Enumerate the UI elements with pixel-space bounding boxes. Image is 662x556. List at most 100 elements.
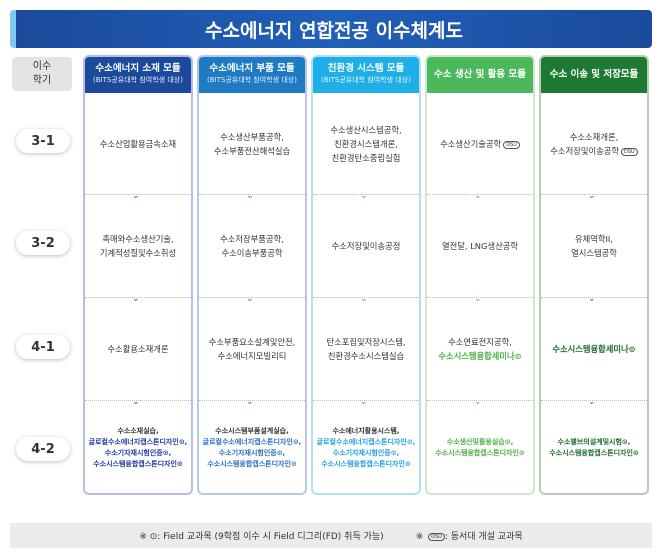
course-text: 수소부품요소설계및안전, [208, 336, 296, 347]
course-cell: 수소밸브의설계및시험⊙, 수소시스템융합캡스톤디자인⊙ [541, 400, 647, 495]
module-subtitle: (BITS공유대학 참여학생 대상) [93, 76, 183, 84]
course-name: 수소생산부품공학, [220, 130, 284, 144]
course-text: 수소생산기술공학 [440, 139, 502, 149]
course-text: 열시스템공학 [571, 247, 617, 258]
chevron-down-icon: ⌄ [246, 397, 254, 407]
course-name: 수소활용소재개론 [107, 342, 168, 356]
course-text: 수소생산시스템공학, [330, 125, 402, 135]
course-text: 수소저장및이송공학 [550, 146, 619, 156]
course-text: 친환경탄소중립실험 [331, 153, 401, 163]
chevron-down-icon: ⌄ [588, 397, 596, 407]
row-divider [313, 194, 419, 195]
chevron-down-icon: ⌄ [246, 294, 254, 304]
course-text: 친환경시스템개론, [334, 139, 398, 149]
module-title: 친환경 시스템 모듈 [327, 63, 405, 74]
chevron-down-icon: ⌄ [360, 191, 368, 201]
chevron-down-icon: ⌄ [474, 397, 482, 407]
course-text: 유체역학II, [574, 233, 614, 244]
course-text: 수소시스템융합캡스톤디자인⊙ [549, 448, 639, 457]
row-divider [85, 297, 191, 298]
course-name: 수소기자재시험인증⊙, [219, 448, 285, 459]
course-name: 친환경수소시스템실습 [328, 349, 404, 363]
module-title: 수소 생산 및 활용 모듈 [434, 69, 526, 80]
course-name: 열전달, LNG생산공학 [442, 239, 518, 253]
course-text: 글로컬수소에너지캡스톤디자인⊙, [202, 437, 302, 446]
course-text: 수소저장및이송공정 [331, 240, 401, 251]
course-text: 탄소포집및저장시스템, [326, 336, 406, 347]
course-text: 열전달, LNG생산공학 [442, 240, 518, 251]
course-text: 촉매와수소생산기술, [102, 233, 174, 244]
course-text: 수소밸브의설계및시험⊙, [557, 437, 631, 446]
module-column: 수소에너지 부품 모듈 (BITS공유대학 참여학생 대상) 수소생산부품공학, 수소… [197, 55, 307, 495]
course-text: 수소소재개론, [569, 132, 619, 142]
course-cell: 수소활용소재개론 [85, 297, 191, 400]
course-text: 수소생산부품공학, [220, 132, 284, 142]
chevron-down-icon: ⌄ [474, 294, 482, 304]
module-title: 수소 이송 및 저장모듈 [549, 69, 639, 80]
course-text: 수소시스템부품설계실습, [215, 426, 289, 435]
chevron-down-icon: ⌄ [132, 191, 140, 201]
course-text: 수소활용소재개론 [107, 343, 169, 354]
course-text: 친환경수소시스템실습 [327, 350, 405, 361]
course-cell: 수소저장부품공학, 수소이송부품공학 [199, 194, 305, 297]
course-name: 수소소재실습, [117, 426, 158, 437]
course-text: 수소기자재시험인증⊙, [332, 448, 400, 457]
dsu-legend: ※ DSU: 동서대 개설 교과목 [416, 529, 523, 542]
course-text: 기계적성질및수소취성 [99, 247, 177, 258]
course-name: 수소소재개론, [570, 130, 618, 144]
row-divider [199, 194, 305, 195]
course-cell: 수소시스템부품설계실습, 글로컬수소에너지캡스톤디자인⊙, 수소기자재시험인증⊙, 수… [199, 400, 305, 495]
course-text: 수소기자재시험인증⊙, [218, 448, 286, 457]
field-legend: ※ ⊙: Field 교과목 (9학점 이수 시 Field 디그리(FD) 취… [139, 532, 384, 542]
course-text: 수소산업활용금속소재 [99, 139, 177, 149]
chevron-down-icon: ⌄ [474, 191, 482, 201]
course-text: 수소시스템융합캡스톤디자인⊙ [435, 448, 525, 457]
module-title: 수소에너지 부품 모듈 [209, 63, 295, 74]
course-name: 수소기자재시험인증⊙, [333, 448, 399, 459]
course-name: 수소저장및이송공학 DSU [550, 144, 638, 158]
dsu-note-text: : 동서대 개설 교과목 [444, 532, 523, 542]
course-text: 수소에너지모빌리티 [217, 350, 287, 361]
module-subtitle: (BITS공유대학 참여학생 대상) [207, 76, 297, 84]
course-text: 수소시스템융합캡스톤디자인⊙ [321, 459, 411, 468]
legend-footer: ※ ⊙: Field 교과목 (9학점 이수 시 Field 디그리(FD) 취… [10, 523, 652, 548]
row-divider [427, 400, 533, 401]
course-name: 수소부품요소설계및안전, [209, 335, 296, 349]
dsu-badge-icon: DSU [503, 140, 520, 149]
course-name: 수소시스템융합캡스톤디자인⊙ [549, 448, 639, 459]
row-divider [541, 400, 647, 401]
course-name: 수소산업활용금속소재 [100, 137, 176, 151]
course-name: 수소부품전산해석실습 [214, 144, 290, 158]
course-name: 수소시스템융합캡스톤디자인⊙ [435, 448, 525, 459]
course-cell: 수소저장및이송공정 [313, 194, 419, 297]
row-divider [199, 297, 305, 298]
course-name: 수소시스템융합세미나⊙ [552, 342, 635, 356]
course-name: 수소에너지활용시스템, [332, 426, 399, 437]
course-name: 글로컬수소에너지캡스톤디자인⊙, [203, 437, 302, 448]
module-header: 수소 생산 및 활용 모듈 [427, 57, 533, 93]
course-cell: 수소소재개론, 수소저장및이송공학 DSU [541, 94, 647, 194]
course-text: 수소기자재시험인증⊙, [104, 448, 172, 457]
course-cell: 수소시스템융합세미나⊙ [541, 297, 647, 400]
course-text: 수소이송부품공학 [221, 247, 283, 258]
course-name: 친환경시스템개론, [334, 137, 398, 151]
chevron-down-icon: ⌄ [132, 294, 140, 304]
row-divider [85, 400, 191, 401]
course-cell: 촉매와수소생산기술, 기계적성질및수소취성 [85, 194, 191, 297]
module-header: 수소에너지 소재 모듈 (BITS공유대학 참여학생 대상) [85, 57, 191, 93]
dsu-badge-icon: DSU [428, 532, 445, 541]
course-name: 수소생산및활용실습⊙, [447, 437, 513, 448]
note-mark: ※ [415, 532, 424, 542]
course-name: 수소생산기술공학 DSU [440, 137, 520, 151]
course-text: 수소에너지활용시스템, [332, 426, 400, 435]
course-name: 수소시스템융합세미나⊙ [438, 349, 521, 363]
semester-4-2: 4-2 [16, 437, 70, 461]
course-text: 수소시스템융합캡스톤디자인⊙ [207, 459, 297, 468]
course-name: 친환경탄소중립실험 [332, 151, 401, 165]
course-cell: 수소소재실습, 글로컬수소에너지캡스톤디자인⊙, 수소기자재시험인증⊙, 수소시스템융… [85, 400, 191, 495]
course-name: 촉매와수소생산기술, [102, 232, 173, 246]
row-divider [313, 400, 419, 401]
course-text: 수소시스템융합세미나⊙ [438, 350, 522, 361]
row-divider [427, 194, 533, 195]
course-text: 수소시스템융합캡스톤디자인⊙ [93, 459, 183, 468]
